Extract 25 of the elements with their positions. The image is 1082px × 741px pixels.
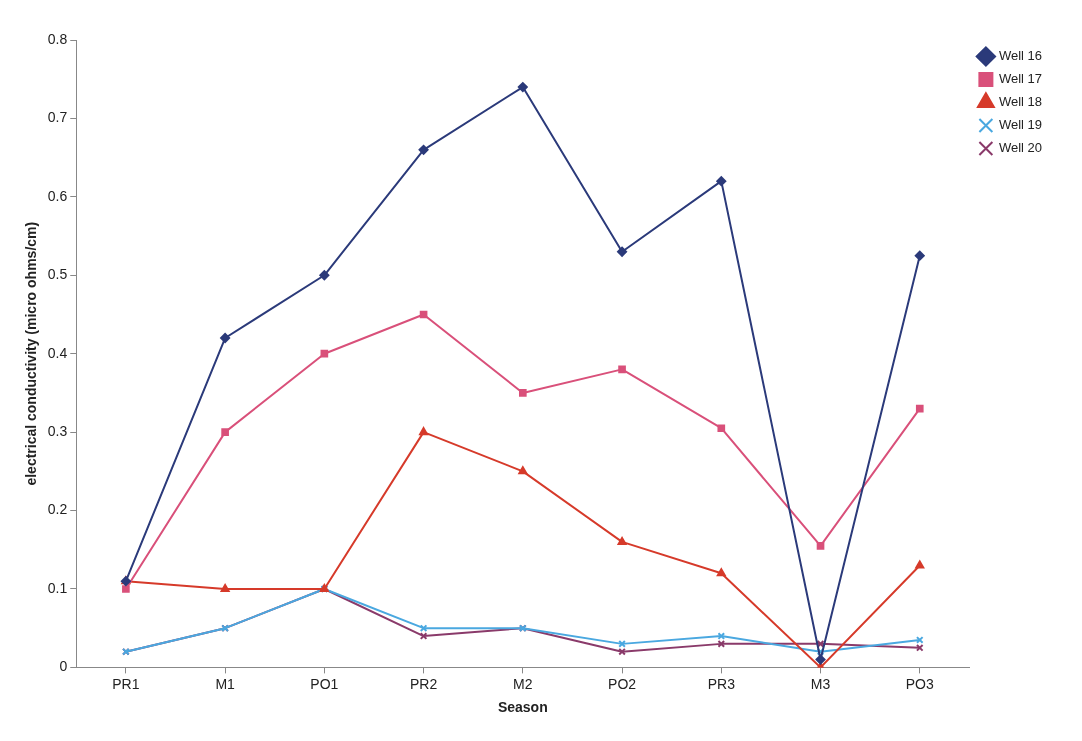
y-tick-label: 0.1: [47, 579, 68, 596]
x-tick-label: M2: [513, 675, 533, 692]
y-tick-label: 0.2: [47, 501, 68, 518]
y-tick-label: 0.8: [47, 30, 68, 47]
y-tick-label: 0: [59, 658, 68, 675]
y-tick-label: 0.4: [47, 344, 68, 361]
x-tick-label: PR3: [707, 675, 736, 692]
x-tick-label: PO1: [310, 675, 339, 692]
legend-label: Well 18: [998, 94, 1043, 110]
legend-label: Well 16: [998, 48, 1043, 64]
x-tick-label: M1: [215, 675, 236, 692]
y-tick-label: 0.3: [47, 422, 68, 439]
y-tick-label: 0.6: [47, 187, 68, 204]
x-tick-label: PO3: [905, 675, 934, 692]
y-tick-label: 0.5: [47, 266, 68, 283]
x-tick-label: PR2: [409, 675, 438, 692]
legend-label: Well 20: [998, 140, 1043, 156]
legend-label: Well 19: [998, 117, 1043, 133]
x-tick-label: PR1: [112, 675, 140, 692]
x-tick-label: M3: [810, 675, 831, 692]
y-axis-title: electrical conductivity (micro ohms/cm): [23, 221, 40, 486]
x-axis-title: Season: [497, 699, 548, 716]
legend-label: Well 17: [998, 71, 1043, 87]
x-tick-label: PO2: [608, 675, 637, 692]
y-tick-label: 0.7: [47, 109, 68, 126]
